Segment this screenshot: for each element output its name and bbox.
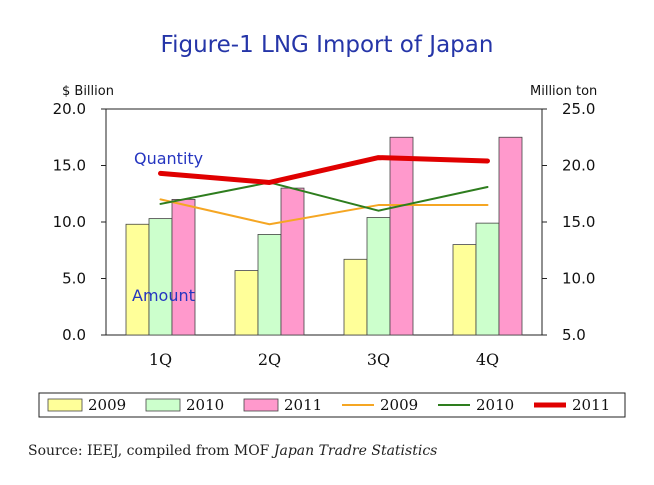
amount-annotation: Amount	[132, 286, 195, 305]
legend-bar-label-2009: 2009	[88, 396, 126, 414]
line-2009	[159, 198, 489, 226]
bar-2009-2Q	[234, 270, 259, 336]
bar-2009-1Q	[125, 223, 150, 336]
left-axis-unit: $ Billion	[62, 84, 114, 99]
bar-2011-3Q	[389, 136, 414, 336]
bar-2010-2Q	[257, 234, 282, 336]
legend-line-label-2010: 2010	[476, 396, 514, 414]
legend-line-label-2011: 2011	[572, 396, 610, 414]
right-axis-ticks: 5.0 10.0 15.0 20.0 25.0	[542, 100, 595, 344]
category-axis-labels: 1Q 2Q 3Q 4Q	[149, 350, 499, 369]
left-tick-label: 10.0	[53, 213, 86, 231]
source-note: Source: IEEJ, compiled from MOF Japan Tr…	[28, 443, 437, 459]
right-axis-unit: Million ton	[530, 84, 597, 99]
left-tick-label: 5.0	[62, 270, 86, 288]
quantity-annotation: Quantity	[134, 149, 203, 168]
legend-line-label-2009: 2009	[380, 396, 418, 414]
line-2010	[159, 181, 489, 212]
line-2011	[158, 155, 490, 185]
legend: 2009 2010 2011 2009 2010 2011	[47, 396, 610, 414]
right-tick-label: 20.0	[562, 157, 595, 175]
bar-2009-3Q	[343, 258, 368, 336]
category-label-2Q: 2Q	[258, 350, 281, 369]
category-label-1Q: 1Q	[149, 350, 172, 369]
bar-layer	[125, 136, 523, 336]
bar-2009-4Q	[452, 244, 477, 336]
right-tick-label: 15.0	[562, 213, 595, 231]
right-tick-label: 5.0	[562, 326, 586, 344]
lng-import-chart: Figure-1 LNG Import of Japan $ Billion M…	[38, 32, 626, 418]
bar-2011-4Q	[498, 136, 523, 336]
legend-bar-swatch-2011	[243, 398, 279, 412]
line-layer	[158, 155, 490, 226]
legend-bar-swatch-2009	[47, 398, 83, 412]
source-prefix: Source: IEEJ, compiled from MOF	[28, 443, 274, 459]
left-tick-label: 15.0	[53, 157, 86, 175]
left-tick-label: 20.0	[53, 100, 86, 118]
source-title: Japan Tradre Statistics	[273, 443, 438, 459]
bar-2011-1Q	[171, 198, 196, 336]
legend-box	[38, 392, 626, 418]
legend-bar-label-2010: 2010	[186, 396, 224, 414]
legend-bar-swatch-2010	[145, 398, 181, 412]
category-label-3Q: 3Q	[367, 350, 390, 369]
left-tick-label: 0.0	[62, 326, 86, 344]
right-tick-label: 10.0	[562, 270, 595, 288]
bar-2010-1Q	[148, 218, 173, 336]
bar-2010-4Q	[475, 222, 500, 336]
bar-2011-2Q	[280, 187, 305, 336]
right-tick-label: 25.0	[562, 100, 595, 118]
legend-bar-label-2011: 2011	[284, 396, 322, 414]
category-label-4Q: 4Q	[476, 350, 499, 369]
left-axis-ticks: 0.0 5.0 10.0 15.0 20.0	[53, 100, 106, 344]
chart-title: Figure-1 LNG Import of Japan	[161, 32, 494, 58]
bar-2010-3Q	[366, 217, 391, 336]
